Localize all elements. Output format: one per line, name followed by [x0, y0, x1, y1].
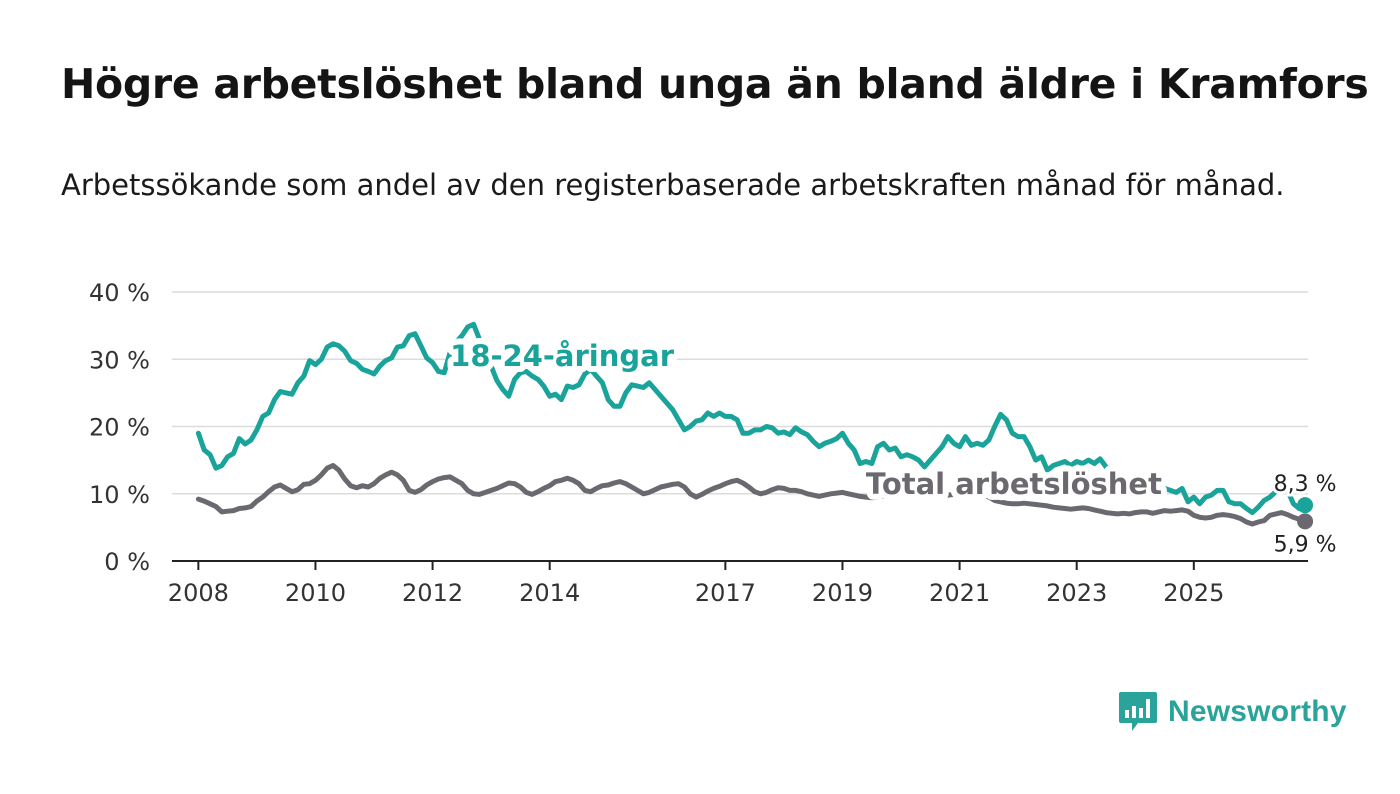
x-tick-label: 2014	[519, 579, 580, 607]
series-end-dot	[1297, 513, 1314, 530]
series-line-youth	[195, 321, 1308, 516]
y-tick-label: 10 %	[89, 481, 150, 509]
brand-logo: Newsworthy	[1118, 690, 1347, 734]
y-axis-ticks: 0 % 10 % 20 % 30 % 40 %	[89, 279, 150, 576]
series-end-value-label: 8,3 %	[1274, 472, 1337, 497]
chart-subtitle: Arbetssökande som andel av den registerb…	[61, 168, 1285, 202]
series-lines	[195, 321, 1314, 530]
x-tick-label: 2025	[1163, 579, 1224, 607]
x-axis-ticks: 2008 2010 2012 2014 2017 2019 2021 2023 2025	[168, 561, 1224, 607]
grid-lines	[172, 291, 1308, 562]
x-tick-label: 2019	[812, 579, 873, 607]
x-tick-label: 2012	[402, 579, 463, 607]
series-label: 18-24-åringar	[450, 339, 675, 373]
y-tick-label: 0 %	[104, 548, 150, 576]
y-tick-label: 30 %	[89, 346, 150, 374]
chart-title: Högre arbetslöshet bland unga än bland ä…	[61, 60, 1369, 108]
x-tick-label: 2010	[285, 579, 346, 607]
brand-name: Newsworthy	[1168, 695, 1347, 728]
series-end-dot	[1297, 497, 1314, 514]
series-label: Total arbetslöshet	[866, 467, 1162, 501]
y-tick-label: 40 %	[89, 279, 150, 307]
series-line-total	[195, 463, 1308, 527]
x-tick-label: 2017	[695, 579, 756, 607]
x-tick-label: 2021	[929, 579, 990, 607]
bar-chart-speech-bubble-icon	[1119, 692, 1157, 731]
x-tick-label: 2023	[1046, 579, 1107, 607]
series-labels: 18-24-åringar 8,3 % Total arbetslöshet 5,9 …	[444, 333, 1339, 560]
x-tick-label: 2008	[168, 579, 229, 607]
series-end-value-label: 5,9 %	[1274, 532, 1337, 557]
y-tick-label: 20 %	[89, 414, 150, 442]
